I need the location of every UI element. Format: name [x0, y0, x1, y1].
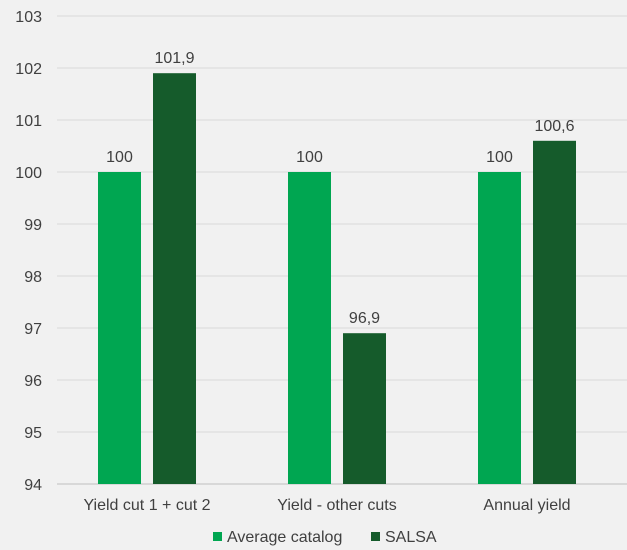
y-tick-label: 98 [24, 269, 42, 286]
bar [288, 172, 331, 484]
legend-label: SALSA [385, 529, 437, 546]
bar [478, 172, 521, 484]
legend-swatch [371, 532, 380, 541]
y-tick-label: 99 [24, 217, 42, 234]
x-category-label: Yield cut 1 + cut 2 [83, 497, 210, 514]
data-label: 100 [486, 149, 513, 166]
bar [153, 73, 196, 484]
y-tick-label: 103 [15, 9, 42, 26]
bar [343, 333, 386, 484]
data-label: 100 [296, 149, 323, 166]
y-tick-label: 102 [15, 61, 42, 78]
legend: Average catalog SALSA [213, 529, 437, 546]
legend-label: Average catalog [227, 529, 342, 546]
y-tick-label: 95 [24, 425, 42, 442]
y-axis-tick-labels: 94 95 96 97 98 99 100 101 102 103 [15, 9, 42, 494]
y-tick-label: 94 [24, 477, 42, 494]
data-label: 96,9 [349, 310, 380, 327]
bar [533, 140, 576, 485]
y-tick-label: 96 [24, 373, 42, 390]
data-label: 100 [106, 149, 133, 166]
gridlines [57, 15, 627, 485]
legend-swatch [213, 532, 222, 541]
bar [98, 172, 141, 484]
x-axis-category-labels: Yield cut 1 + cut 2 Yield - other cuts Ann… [83, 497, 570, 514]
data-labels: 100 101,9 100 96,9 100 100,6 [106, 50, 574, 327]
y-tick-label: 100 [15, 165, 42, 182]
bars [98, 73, 576, 485]
data-label: 101,9 [154, 50, 194, 67]
data-label: 100,6 [534, 118, 574, 135]
x-category-label: Annual yield [483, 497, 570, 514]
x-category-label: Yield - other cuts [277, 497, 396, 514]
y-tick-label: 97 [24, 321, 42, 338]
y-tick-label: 101 [15, 113, 42, 130]
